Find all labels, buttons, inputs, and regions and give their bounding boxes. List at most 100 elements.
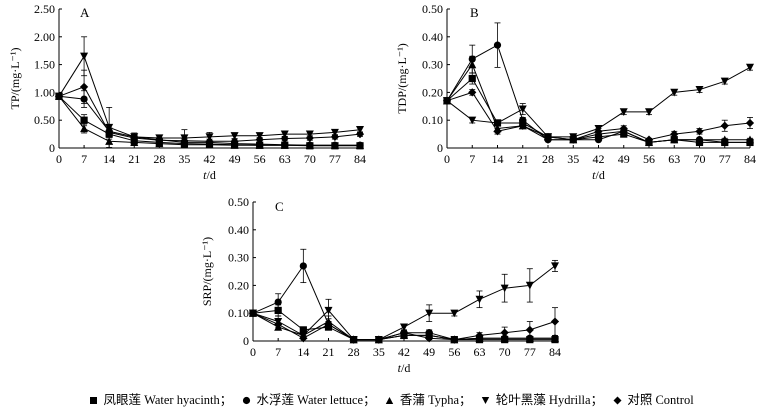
data-point [205,137,214,146]
y-tick-label: 0.40 [422,30,443,44]
data-point [644,135,654,144]
data-point [645,108,653,116]
figure-canvas: 0 0.50 1.00 1.50 2.00 2.50 0 7 14 21 28 35 42 49 56 63 7… [8,2,756,375]
x-axis-label-unit: /d [596,168,605,182]
data-point [330,128,339,137]
x-tick-label: 63 [279,152,291,166]
legend-label: 凤眼莲 Water hyacinth； [103,393,233,407]
data-point [79,82,89,91]
series-control [442,88,755,144]
data-point [475,295,484,304]
x-axis-label-unit: /d [207,168,216,182]
data-point [230,137,239,146]
data-point [551,334,559,342]
data-point [54,92,64,101]
data-point [280,130,289,139]
data-point [746,63,754,72]
data-point [255,135,264,144]
triangle-down-marker-icon [479,393,493,408]
data-point [518,105,527,114]
x-tick-label: 84 [354,152,366,166]
x-tick-label: 14 [297,345,309,359]
data-point [425,309,434,318]
data-point [356,126,364,134]
data-point [205,133,214,141]
x-axis-label: t/d [592,168,605,182]
x-tick-label: 7 [81,152,87,166]
data-point [450,309,459,318]
legend-label: 水浮莲 Water lettuce； [256,393,376,407]
panel-label: A [80,5,90,20]
data-point [305,141,314,149]
data-point [299,326,307,334]
y-tick-label: 1.00 [34,85,55,99]
y-tick-label: 0.50 [422,2,443,16]
data-point [695,86,704,94]
x-axis-label-unit: /d [401,361,410,375]
data-point [670,135,679,144]
x-axis-label: t/d [398,361,411,375]
panel-b: 0 0.10 0.20 0.30 0.40 0.50 0 7 14 21 28 35 42 49 56 63 7… [395,2,756,182]
data-point [155,136,164,145]
data-point [399,328,409,337]
x-tick-label: 14 [103,152,115,166]
data-point [619,124,628,133]
data-point [493,41,502,49]
x-tick-label: 7 [469,152,475,166]
data-point [594,136,603,144]
x-tick-label: 70 [499,345,511,359]
x-tick-label: 77 [719,152,731,166]
y-tick-label: 0.50 [228,195,249,209]
x-tick-label: 21 [128,152,140,166]
data-point [180,136,189,145]
x-tick-label: 42 [593,152,605,166]
x-tick-label: 28 [542,152,554,166]
y-tick-label: 0.10 [422,113,443,127]
data-point [324,306,333,315]
x-tick-label: 14 [492,152,504,166]
x-tick-label: 70 [694,152,706,166]
data-point [720,121,729,130]
y-tick-label: 0.20 [422,85,443,99]
legend-item-typha: 香蒲 Typha； [383,389,472,408]
panel-label: C [275,199,284,214]
data-point [468,60,477,69]
x-tick-label: 28 [153,152,165,166]
data-point [330,132,340,141]
x-tick-label: 21 [323,345,335,359]
y-tick-label: 0.30 [422,58,443,72]
y-tick-label: 2.00 [34,30,55,44]
legend-item-water-lettuce: 水浮莲 Water lettuce； [239,389,376,408]
legend-label: 香蒲 Typha； [399,393,472,407]
data-point [525,281,534,290]
data-point [746,135,754,144]
data-point [695,135,704,144]
triangle-up-marker-icon [383,393,397,408]
data-point [670,88,679,97]
x-axis-label-var: t [398,361,402,375]
legend-item-water-hyacinth: 凤眼莲 Water hyacinth； [86,389,232,408]
x-tick-label: 49 [618,152,630,166]
data-point [720,135,729,144]
data-point [130,138,139,147]
data-point [280,134,289,143]
data-point [695,127,704,136]
data-point [550,317,560,326]
data-point [105,128,114,137]
x-tick-label: 35 [373,345,385,359]
data-point [425,334,434,343]
data-point [500,328,509,337]
x-tick-label: 42 [398,345,410,359]
legend-item-hydrilla: 轮叶黑藻 Hydrilla； [479,389,603,408]
series-line [58,55,361,139]
panel-a: 0 0.50 1.00 1.50 2.00 2.50 0 7 14 21 28 35 42 49 56 63 7… [8,2,366,182]
x-tick-label: 49 [423,345,435,359]
legend: 凤眼莲 Water hyacinth； 水浮莲 Water lettuce； 香… [40,389,740,408]
data-point [299,262,307,270]
data-point [374,335,383,344]
data-point [745,118,755,128]
x-tick-label: 0 [56,152,62,166]
y-tick-label: 0 [49,141,55,155]
x-tick-label: 56 [448,345,460,359]
x-tick-label: 0 [444,152,450,166]
